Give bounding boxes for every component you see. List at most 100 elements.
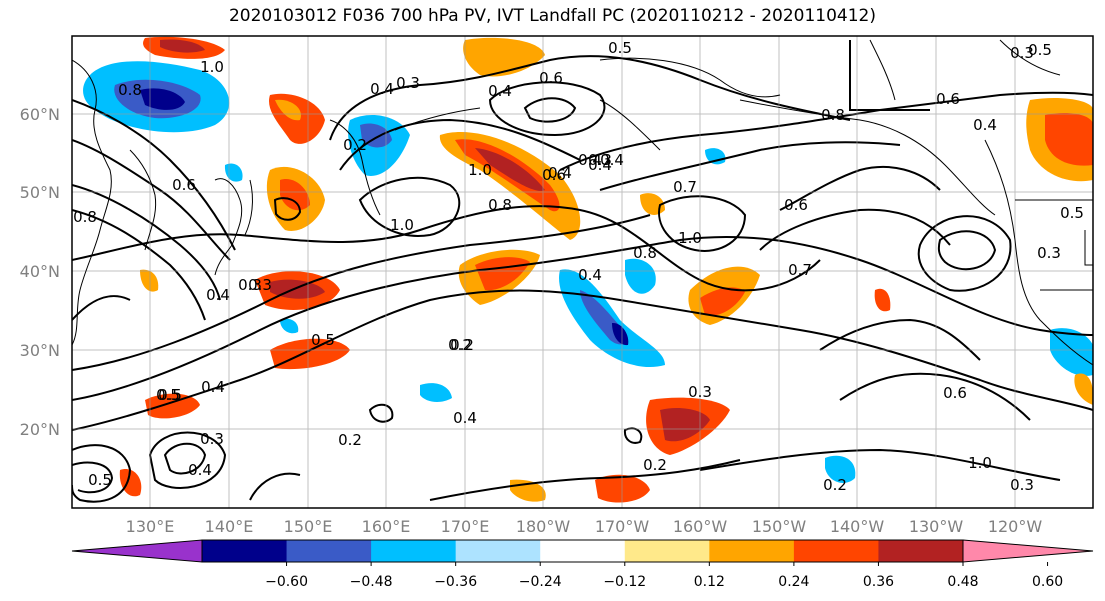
colorbar-swatch	[540, 540, 626, 562]
contour-labels: 1.00.80.60.30.40.50.60.40.30.50.60.40.71…	[73, 39, 1084, 494]
contour-label: 0.4	[370, 80, 394, 98]
colorbar-swatch	[878, 540, 964, 562]
contour-label: 0.8	[118, 81, 142, 99]
contour-label: 1.0	[968, 454, 992, 472]
contour-label: 0.3	[1037, 244, 1061, 262]
colorbar-swatch	[455, 540, 541, 562]
lat-axis: 60°N 50°N 40°N 30°N 20°N	[20, 105, 60, 439]
contour-label: 0.5	[608, 39, 632, 57]
contour-label: 0.5	[156, 386, 180, 404]
contour-label: 0.2	[450, 336, 474, 354]
contour-label: 0.4	[548, 164, 572, 182]
contour-label: 0.8	[488, 196, 512, 214]
colorbar-tick-label: −0.36	[434, 574, 477, 590]
plot-frame	[71, 35, 1094, 509]
graticule	[72, 36, 1093, 508]
colorbar-extend-left	[71, 539, 203, 563]
coastlines	[72, 39, 1093, 366]
contour-label: 0.3	[588, 151, 612, 169]
contour-label: 0.4	[973, 116, 997, 134]
lon-label: 150°E	[284, 517, 333, 536]
contour-label: 0.6	[784, 196, 808, 214]
lon-label: 140°W	[830, 517, 885, 536]
lon-label: 170°W	[595, 517, 650, 536]
colorbar-swatch	[624, 540, 710, 562]
contour-label: 0.5	[311, 331, 335, 349]
contour-label: 0.5	[1060, 204, 1084, 222]
lon-label: 130°W	[909, 517, 964, 536]
colorbar-tick-label: 0.60	[1032, 574, 1063, 590]
lon-axis: 130°E 140°E 150°E 160°E 170°E 180°W 170°…	[126, 517, 1043, 536]
colorbar-tick-label: 0.48	[947, 574, 978, 590]
contour-label: 0.2	[448, 336, 472, 354]
contour-label: 0.2	[338, 431, 362, 449]
contour-label: 0.2	[643, 456, 667, 474]
contour-label: 0.7	[788, 261, 812, 279]
contour-label: 0.5	[88, 471, 112, 489]
colorbar-tick-label: −0.24	[519, 574, 562, 590]
contour-label: 0.4	[600, 151, 624, 169]
lon-label: 140°E	[205, 517, 254, 536]
contour-label: 0.8	[73, 208, 97, 226]
lat-label: 50°N	[20, 183, 60, 202]
colorbar-swatch	[371, 540, 457, 562]
lon-label: 170°E	[441, 517, 490, 536]
colorbar-tick-label: −0.12	[603, 574, 646, 590]
contour-label: 0.6	[943, 384, 967, 402]
colorbar-tick-label: −0.60	[265, 574, 308, 590]
colorbar-swatch	[286, 540, 372, 562]
lon-label: 180°W	[516, 517, 571, 536]
colorbar: −0.60 −0.48 −0.36 −0.24 −0.12 0.12 0.24 0.36 0.4…	[71, 539, 1094, 590]
plot-area: 1.00.80.60.30.40.50.60.40.30.50.60.40.71…	[72, 36, 1093, 508]
lat-label: 30°N	[20, 341, 60, 360]
contour-label: 0.4	[578, 266, 602, 284]
contour-label: 0.2	[823, 476, 847, 494]
contour-label: 0.4	[488, 82, 512, 100]
colorbar-extend-right	[962, 539, 1094, 563]
contour-label: 0.4	[453, 409, 477, 427]
colorbar-tick-label: 0.36	[863, 574, 894, 590]
contour-label: 0.3	[200, 430, 224, 448]
contour-label: 0.8	[633, 244, 657, 262]
colorbar-swatch	[709, 540, 795, 562]
contour-label: 0.3	[396, 74, 420, 92]
contour-label: 0.4	[578, 151, 602, 169]
contour-label: 1.0	[390, 216, 414, 234]
colorbar-tick-label: 0.24	[778, 574, 809, 590]
contour-label: 1.0	[200, 58, 224, 76]
contour-label: 1.0	[468, 161, 492, 179]
contour-label: 0.4	[588, 156, 612, 174]
contour-label: 0.6	[936, 90, 960, 108]
contour-label: 0.6	[172, 176, 196, 194]
contour-label: 0.3	[688, 383, 712, 401]
lat-label: 20°N	[20, 420, 60, 439]
contour-label: 0.7	[673, 178, 697, 196]
ivt-contours	[72, 40, 1093, 503]
contour-label: 0.3	[1010, 44, 1034, 62]
contour-label: 0.5	[158, 386, 182, 404]
lon-label: 120°W	[988, 517, 1043, 536]
lon-label: 160°E	[362, 517, 411, 536]
lat-label: 60°N	[20, 105, 60, 124]
contour-label: 0.6	[542, 166, 566, 184]
colorbar-swatch	[793, 540, 879, 562]
lat-label: 40°N	[20, 262, 60, 281]
contour-label: 0.2	[343, 136, 367, 154]
contour-label: 0.8	[821, 106, 845, 124]
contour-label: 0.3	[1010, 476, 1034, 494]
pv-shading	[83, 36, 1093, 503]
contour-label: 0.4	[188, 461, 212, 479]
contour-label: 0.5	[1028, 41, 1052, 59]
contour-label: 1.0	[678, 229, 702, 247]
map-title: 2020103012 F036 700 hPa PV, IVT Landfall…	[228, 6, 876, 26]
lon-label: 150°W	[752, 517, 807, 536]
contour-label: 0.4	[206, 286, 230, 304]
colorbar-swatch	[202, 540, 288, 562]
colorbar-tick-label: 0.12	[694, 574, 725, 590]
colorbar-tick-label: −0.48	[350, 574, 393, 590]
contour-label: 0.3	[248, 276, 272, 294]
lon-label: 160°W	[673, 517, 728, 536]
contour-label: 0.3	[238, 276, 262, 294]
contour-label: 0.4	[201, 378, 225, 396]
